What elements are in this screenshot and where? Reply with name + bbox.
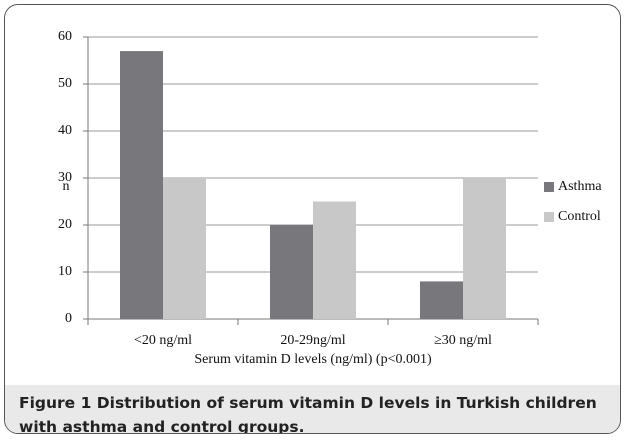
y-tick-label: 40	[58, 123, 72, 138]
x-tick-label: 20-29ng/ml	[280, 333, 345, 348]
bar	[270, 225, 313, 319]
bar	[120, 51, 163, 319]
legend-label: Control	[558, 209, 601, 224]
legend-swatch	[544, 212, 554, 222]
y-tick-label: 10	[58, 264, 72, 279]
figure-caption: Figure 1 Distribution of serum vitamin D…	[5, 385, 620, 433]
y-axis-label: n	[63, 179, 70, 194]
legend-swatch	[544, 182, 554, 192]
x-tick-label: <20 ng/ml	[134, 333, 192, 348]
chart: n Serum vitamin D levels (ng/ml) (p<0.00…	[58, 29, 602, 367]
bar	[313, 201, 356, 319]
y-tick-label: 30	[58, 170, 72, 185]
bar	[420, 281, 463, 319]
y-tick-label: 20	[58, 217, 72, 232]
y-tick-label: 60	[58, 29, 72, 44]
x-axis-label: Serum vitamin D levels (ng/ml) (p<0.001)	[194, 352, 432, 367]
y-tick-label: 50	[58, 76, 72, 91]
bar	[163, 178, 206, 319]
figure-frame: n Serum vitamin D levels (ng/ml) (p<0.00…	[4, 4, 621, 434]
x-tick-label: ≥30 ng/ml	[434, 333, 492, 348]
y-tick-label: 0	[65, 311, 72, 326]
legend-label: Asthma	[558, 179, 602, 194]
bar	[463, 178, 506, 319]
